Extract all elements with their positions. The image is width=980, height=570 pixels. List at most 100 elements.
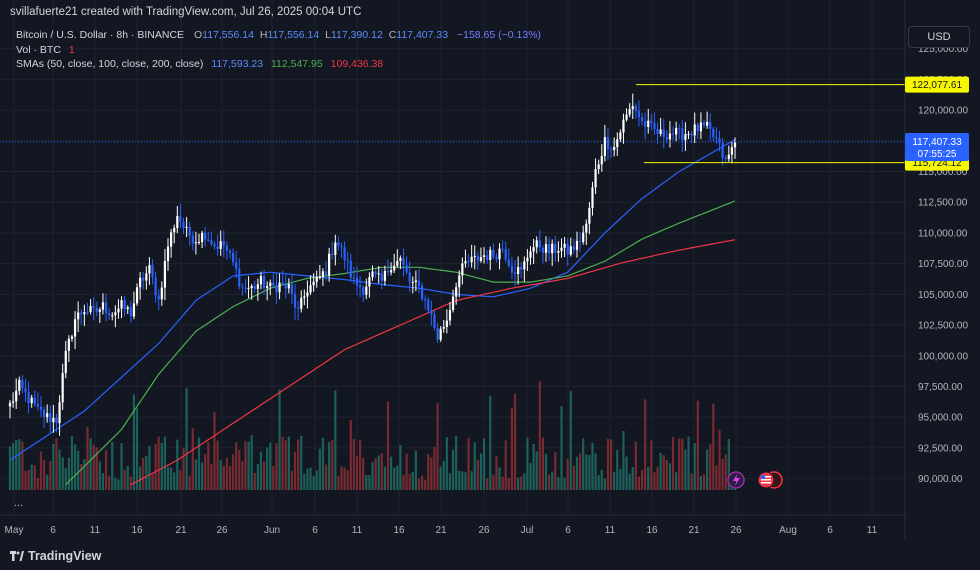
x-tick-label: Jun (264, 525, 280, 536)
candle-body (430, 310, 433, 315)
volume-bar (417, 478, 421, 490)
volume-bar (687, 436, 690, 490)
candle-body (340, 245, 343, 248)
volume-bar (145, 455, 148, 490)
volume-bar (727, 438, 730, 490)
volume-bar (715, 465, 718, 490)
volume-bar (563, 477, 566, 490)
volume-bar (362, 457, 365, 490)
volume-bar (681, 438, 684, 490)
volume-bar (662, 455, 665, 490)
volume-bar (396, 465, 399, 490)
volume-bar (451, 449, 455, 490)
candle-body (489, 249, 492, 260)
volume-bar (671, 436, 675, 490)
volume-bar (321, 437, 325, 490)
candle-body (303, 296, 306, 298)
volume-bar (678, 438, 681, 490)
volume-bar (83, 459, 86, 490)
volume-bar (721, 459, 724, 490)
candle-body (247, 288, 250, 290)
candle-body (464, 260, 467, 264)
candle-body (582, 232, 585, 242)
x-tick-label: 11 (867, 525, 878, 536)
candle-body (346, 260, 349, 262)
candle-body (656, 129, 659, 134)
candle-body (219, 241, 222, 250)
last-price-label: 117,407.33 (912, 137, 962, 148)
volume-bar (557, 477, 560, 490)
volume-bar (656, 466, 659, 490)
open-value: 117,556.14 (202, 29, 254, 41)
last-price-badge (905, 132, 969, 161)
sma-label[interactable]: SMAs (50, close, 100, close, 200, close) (16, 58, 204, 70)
candle-body (702, 122, 706, 126)
sma-line-1 (9, 139, 736, 461)
candle-body (715, 137, 718, 139)
candle-body (675, 127, 678, 135)
volume-bar (290, 470, 294, 490)
candle-body (616, 139, 619, 148)
chart[interactable]: 125,000.00122,500.00120,000.00117,500.00… (0, 0, 980, 540)
lightning-glyph-icon (733, 474, 740, 486)
volume-bar (8, 446, 12, 490)
candle-body (727, 154, 730, 160)
candle-body (129, 307, 132, 317)
currency-button[interactable]: USD (908, 26, 970, 48)
volume-bar (380, 453, 383, 490)
candle-body (95, 307, 98, 312)
tradingview-logo[interactable]: TradingView (10, 549, 101, 563)
candle-body (352, 277, 356, 279)
candle-body (538, 240, 541, 248)
candle-body (678, 127, 681, 129)
volume-bar (312, 476, 315, 490)
volume-bar (616, 449, 619, 490)
volume-label[interactable]: Vol · BTC (16, 44, 61, 56)
candle-body (52, 417, 55, 423)
candle-body (33, 397, 36, 405)
volume-bar (188, 475, 191, 490)
x-tick-label: 16 (393, 525, 405, 536)
volume-bar (613, 471, 616, 490)
candle-body (659, 129, 662, 134)
y-tick-label: 100,000.00 (918, 351, 968, 362)
volume-bar (551, 471, 554, 490)
volume-bar (139, 466, 142, 490)
volume-bar (420, 475, 424, 490)
volume-bar (430, 457, 433, 490)
volume-bar (523, 473, 526, 490)
more-options-button[interactable]: ... (14, 497, 24, 509)
volume-bar (337, 476, 340, 490)
candle-body (600, 155, 603, 165)
candle-body (80, 312, 83, 315)
candle-body (482, 255, 486, 257)
volume-bar (61, 457, 64, 490)
candle-body (256, 284, 259, 289)
volume-bar (554, 452, 557, 490)
y-tick-label: 112,500.00 (918, 198, 968, 209)
volume-bar (318, 448, 321, 490)
volume-bar (696, 400, 699, 490)
candle-body (455, 287, 458, 297)
candle-body (182, 221, 185, 228)
volume-bar (135, 408, 139, 490)
volume-bar (132, 394, 136, 490)
candle-body (154, 277, 157, 296)
volume-bar (433, 446, 436, 490)
candle-body (563, 243, 566, 248)
volume-bar (668, 463, 672, 490)
sma-legend: SMAs (50, close, 100, close, 200, close)… (16, 58, 386, 70)
candle-body (709, 121, 712, 129)
symbol-title[interactable]: Bitcoin / U.S. Dollar · 8h · BINANCE (16, 29, 185, 41)
volume-bar (544, 453, 548, 490)
candle-body (424, 299, 427, 301)
volume-bar (197, 437, 201, 490)
y-tick-label: 120,000.00 (918, 106, 968, 117)
volume-bar (492, 474, 495, 490)
volume-bar (73, 444, 77, 490)
candle-body (222, 241, 225, 246)
volume-bar (33, 465, 36, 490)
volume-bar (170, 467, 173, 490)
volume-bar (578, 453, 582, 490)
volume-bar (269, 442, 272, 490)
